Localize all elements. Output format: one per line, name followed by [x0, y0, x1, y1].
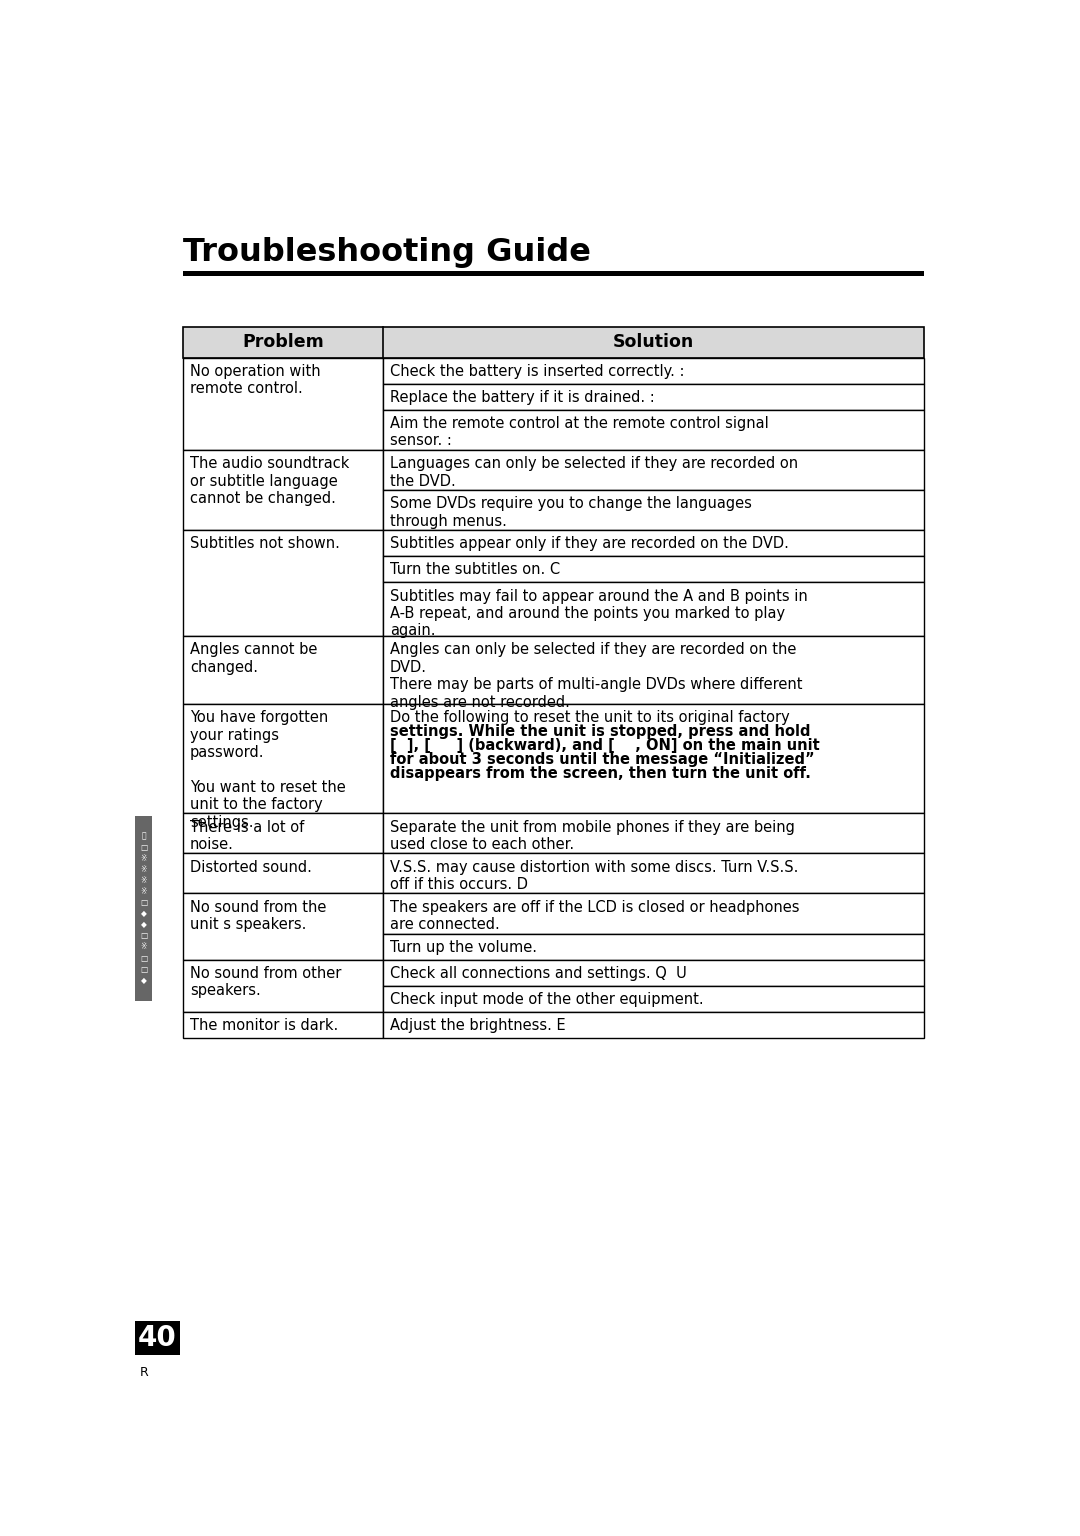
Text: Turn up the volume.: Turn up the volume. [390, 940, 537, 955]
Text: The audio soundtrack
or subtitle language
cannot be changed.: The audio soundtrack or subtitle languag… [190, 456, 350, 505]
Text: You have forgotten
your ratings
password.

You want to reset the
unit to the fac: You have forgotten your ratings password… [190, 710, 346, 829]
Text: 40: 40 [138, 1324, 177, 1352]
Text: Solution: Solution [612, 333, 694, 352]
Bar [383, 384, 924, 410]
Text: Do the following to reset the unit to its original factory: Do the following to reset the unit to it… [390, 710, 789, 725]
Text: Aim the remote control at the remote control signal
sensor. :: Aim the remote control at the remote con… [390, 416, 769, 449]
Bar [383, 814, 924, 854]
Bar [383, 490, 924, 530]
Bar [383, 556, 924, 582]
Text: Check input mode of the other equipment.: Check input mode of the other equipment. [390, 992, 703, 1008]
Text: Angles can only be selected if they are recorded on the
DVD.
There may be parts : Angles can only be selected if they are … [390, 642, 802, 710]
Bar [183, 814, 383, 854]
Bar [135, 816, 152, 1000]
Bar [383, 530, 924, 556]
Bar [383, 894, 924, 934]
Text: R: R [139, 1366, 148, 1378]
Text: Angles cannot be
changed.: Angles cannot be changed. [190, 642, 318, 674]
Bar [183, 854, 383, 894]
Bar [383, 986, 924, 1012]
Text: settings. While the unit is stopped, press and hold: settings. While the unit is stopped, pre… [390, 723, 810, 739]
Text: Check all connections and settings. Q  U: Check all connections and settings. Q U [390, 966, 687, 982]
Text: No operation with
remote control.: No operation with remote control. [190, 364, 321, 396]
Text: Check the battery is inserted correctly. :: Check the battery is inserted correctly.… [390, 364, 685, 379]
Bar [183, 327, 924, 358]
Text: There is a lot of
noise.: There is a lot of noise. [190, 820, 305, 852]
Bar [383, 1012, 924, 1038]
Text: Some DVDs require you to change the languages
through menus.: Some DVDs require you to change the lang… [390, 496, 752, 528]
Text: for about 3 seconds until the message “Initialized”: for about 3 seconds until the message “I… [390, 751, 814, 766]
Bar [183, 450, 383, 530]
Text: The speakers are off if the LCD is closed or headphones
are connected.: The speakers are off if the LCD is close… [390, 900, 799, 932]
Text: No sound from the
unit s speakers.: No sound from the unit s speakers. [190, 900, 326, 932]
Text: [  ], [     ] (backward), and [    , ON] on the main unit: [ ], [ ] (backward), and [ , ON] on the … [390, 737, 820, 753]
Text: Subtitles may fail to appear around the A and B points in
A-B repeat, and around: Subtitles may fail to appear around the … [390, 588, 808, 639]
Bar [183, 636, 383, 703]
Bar [383, 450, 924, 490]
Bar [183, 358, 383, 450]
Text: Turn the subtitles on. C: Turn the subtitles on. C [390, 562, 561, 578]
Bar [183, 270, 924, 276]
Bar [383, 636, 924, 703]
Text: Separate the unit from mobile phones if they are being
used close to each other.: Separate the unit from mobile phones if … [390, 820, 795, 852]
Text: 米
□
※
※
※
※
□
◆
◆
□
※
□
□
◆: 米 □ ※ ※ ※ ※ □ ◆ ◆ □ ※ □ □ ◆ [140, 831, 147, 985]
Bar [183, 530, 383, 636]
Bar [383, 703, 924, 814]
Bar [383, 410, 924, 450]
Bar [135, 1321, 180, 1355]
Bar [383, 960, 924, 986]
Text: Troubleshooting Guide: Troubleshooting Guide [183, 237, 591, 267]
Bar [183, 703, 383, 814]
Text: Subtitles not shown.: Subtitles not shown. [190, 536, 340, 551]
Text: No sound from other
speakers.: No sound from other speakers. [190, 966, 341, 998]
Bar [183, 894, 383, 960]
Text: Problem: Problem [242, 333, 324, 352]
Text: disappears from the screen, then turn the unit off.: disappears from the screen, then turn th… [390, 765, 811, 780]
Bar [183, 960, 383, 1012]
Text: Adjust the brightness. E: Adjust the brightness. E [390, 1018, 566, 1034]
Bar [383, 358, 924, 384]
Text: Distorted sound.: Distorted sound. [190, 860, 312, 874]
Bar [383, 854, 924, 894]
Text: Subtitles appear only if they are recorded on the DVD.: Subtitles appear only if they are record… [390, 536, 788, 551]
Text: Languages can only be selected if they are recorded on
the DVD.: Languages can only be selected if they a… [390, 456, 798, 488]
Text: The monitor is dark.: The monitor is dark. [190, 1018, 338, 1034]
Bar [383, 934, 924, 960]
Text: V.S.S. may cause distortion with some discs. Turn V.S.S.
off if this occurs. D: V.S.S. may cause distortion with some di… [390, 860, 798, 892]
Text: Replace the battery if it is drained. :: Replace the battery if it is drained. : [390, 390, 654, 406]
Bar [183, 1012, 383, 1038]
Bar [383, 582, 924, 636]
